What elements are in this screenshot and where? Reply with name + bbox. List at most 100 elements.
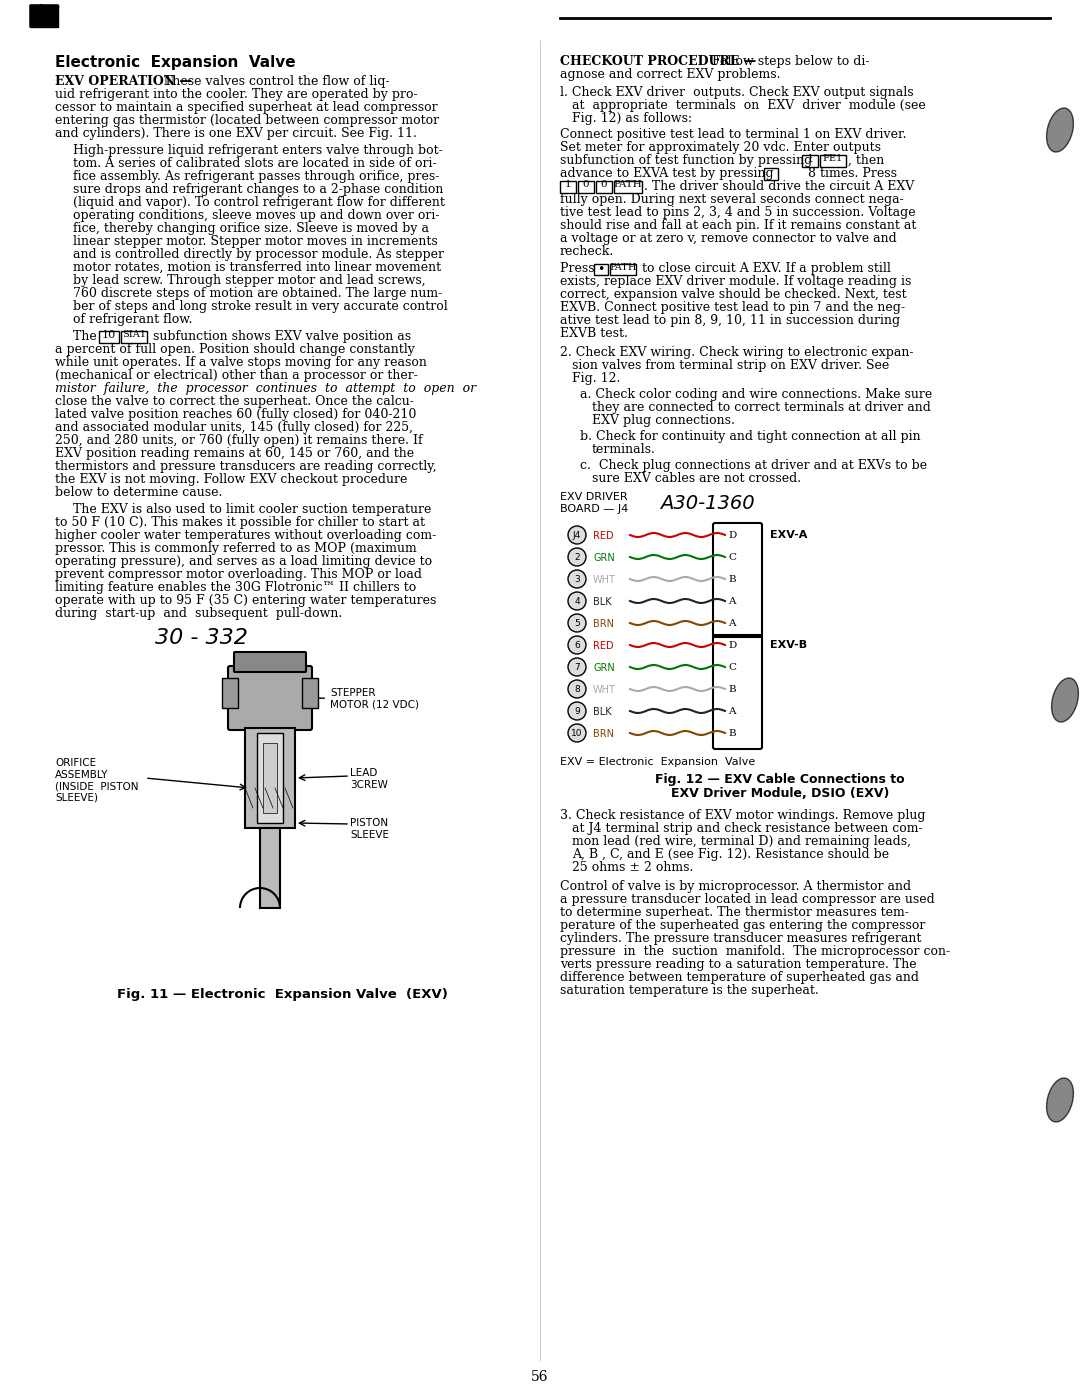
Text: 0: 0 [600,180,607,189]
Text: entering gas thermistor (located between compressor motor: entering gas thermistor (located between… [55,114,440,127]
Circle shape [568,614,586,632]
Text: 8 times. Press: 8 times. Press [808,167,897,180]
Text: at J4 terminal strip and check resistance between com-: at J4 terminal strip and check resistanc… [572,822,922,834]
Text: C: C [728,553,735,561]
Text: C: C [728,663,735,671]
Text: BRN: BRN [593,618,615,630]
Text: D: D [728,531,737,540]
Text: lated valve position reaches 60 (fully closed) for 040-210: lated valve position reaches 60 (fully c… [55,408,417,421]
Text: close the valve to correct the superheat. Once the calcu-: close the valve to correct the superheat… [55,396,414,408]
Bar [264,742,276,814]
Text: ORIFICE
ASSEMBLY
(INSIDE  PISTON
SLEEVE): ORIFICE ASSEMBLY (INSIDE PISTON SLEEVE) [55,758,138,802]
Text: 2: 2 [575,553,580,561]
Ellipse shape [1052,678,1079,722]
Bar [561,181,576,194]
Text: fully open. During next several seconds connect nega-: fully open. During next several seconds … [561,194,904,206]
Text: should rise and fall at each pin. If it remains constant at: should rise and fall at each pin. If it … [561,219,916,233]
Text: EXV = Electronic  Expansion  Valve: EXV = Electronic Expansion Valve [561,756,755,768]
Text: they are connected to correct terminals at driver and: they are connected to correct terminals … [592,401,931,414]
Text: PATH: PATH [613,180,643,189]
Text: prevent compressor motor overloading. This MOP or load: prevent compressor motor overloading. Th… [55,568,422,581]
Text: BLK: BLK [593,598,611,607]
Text: terminals.: terminals. [592,443,656,456]
Text: sure EXV cables are not crossed.: sure EXV cables are not crossed. [592,472,801,485]
Text: GRN: GRN [593,663,615,673]
Text: EXV-B: EXV-B [770,639,807,651]
Text: The: The [73,330,100,343]
Text: a voltage or at zero v, remove connector to valve and: a voltage or at zero v, remove connector… [561,233,896,245]
Circle shape [568,547,586,566]
Text: 25 ohms ± 2 ohms.: 25 ohms ± 2 ohms. [572,861,693,873]
Text: operate with up to 95 F (35 C) entering water temperatures: operate with up to 95 F (35 C) entering … [55,593,436,607]
Bar [802,155,818,167]
Text: Follow steps below to di-: Follow steps below to di- [708,54,869,68]
Bar [594,265,608,274]
Text: 7: 7 [575,663,580,671]
Text: cessor to maintain a specified superheat at lead compressor: cessor to maintain a specified superheat… [55,102,437,114]
Bar [245,729,295,827]
Text: The EXV is also used to limit cooler suction temperature: The EXV is also used to limit cooler suc… [73,503,431,515]
Text: subfunction of test function by pressing: subfunction of test function by pressing [561,155,816,167]
Text: ative test lead to pin 8, 9, 10, 11 in succession during: ative test lead to pin 8, 9, 10, 11 in s… [561,313,900,327]
Circle shape [568,702,586,720]
Text: 8: 8 [575,684,580,694]
Text: EXVB test.: EXVB test. [561,327,627,340]
Bar [30,6,58,8]
Text: to determine superheat. The thermistor measures tem-: to determine superheat. The thermistor m… [561,905,909,919]
Bar [30,6,58,26]
Circle shape [568,527,586,545]
Text: Electronic  Expansion  Valve: Electronic Expansion Valve [55,54,296,70]
Text: a. Check color coding and wire connections. Make sure: a. Check color coding and wire connectio… [580,389,932,401]
Text: higher cooler water temperatures without overloading com-: higher cooler water temperatures without… [55,529,436,542]
Text: difference between temperature of superheated gas and: difference between temperature of superh… [561,971,919,983]
Text: These valves control the flow of liq-: These valves control the flow of liq- [160,75,390,88]
Text: Fig. 12 — EXV Cable Connections to: Fig. 12 — EXV Cable Connections to [656,773,905,786]
Circle shape [568,592,586,610]
Bar [596,181,612,194]
Text: mon lead (red wire, terminal D) and remaining leads,: mon lead (red wire, terminal D) and rema… [572,834,912,848]
Text: B: B [728,685,735,694]
Text: sion valves from terminal strip on EXV driver. See: sion valves from terminal strip on EXV d… [572,359,889,372]
Text: perature of the superheated gas entering the compressor: perature of the superheated gas entering… [561,919,926,932]
Text: 56: 56 [531,1369,549,1385]
Text: ber of steps and long stroke result in very accurate control: ber of steps and long stroke result in v… [73,299,448,313]
Text: 10: 10 [571,729,583,737]
Text: PISTON
SLEEVE: PISTON SLEEVE [350,818,389,840]
Bar [222,678,238,708]
Text: 1: 1 [807,155,813,164]
Text: 3: 3 [575,574,580,584]
Text: WHT: WHT [593,685,616,695]
Text: Connect positive test lead to terminal 1 on EXV driver.: Connect positive test lead to terminal 1… [561,128,906,141]
Text: D: D [728,641,737,651]
Text: tom. A series of calibrated slots are located in side of ori-: tom. A series of calibrated slots are lo… [73,157,436,170]
Circle shape [568,680,586,698]
Bar [257,733,283,823]
Bar [610,265,636,274]
Text: Control of valve is by microprocessor. A thermistor and: Control of valve is by microprocessor. A… [561,880,912,893]
Text: EXV OPERATION —: EXV OPERATION — [55,75,192,88]
Text: PATH: PATH [609,263,637,272]
Text: A: A [728,618,735,628]
Text: EXV position reading remains at 60, 145 or 760, and the: EXV position reading remains at 60, 145 … [55,447,414,460]
Text: a pressure transducer located in lead compressor are used: a pressure transducer located in lead co… [561,893,935,905]
Text: and is controlled directly by processor module. As stepper: and is controlled directly by processor … [73,248,444,260]
Text: 760 discrete steps of motion are obtained. The large num-: 760 discrete steps of motion are obtaine… [73,287,442,299]
Text: FE1: FE1 [823,155,843,163]
Text: verts pressure reading to a saturation temperature. The: verts pressure reading to a saturation t… [561,958,917,971]
Text: below to determine cause.: below to determine cause. [55,486,222,499]
Text: 250, and 280 units, or 760 (fully open) it remains there. If: 250, and 280 units, or 760 (fully open) … [55,435,422,447]
Text: RED: RED [593,531,613,540]
Text: to close circuit A EXV. If a problem still: to close circuit A EXV. If a problem sti… [638,262,891,274]
Text: and associated modular units, 145 (fully closed) for 225,: and associated modular units, 145 (fully… [55,421,413,435]
Text: operating pressure), and serves as a load limiting device to: operating pressure), and serves as a loa… [55,554,432,568]
FancyBboxPatch shape [228,666,312,730]
Text: (liquid and vapor). To control refrigerant flow for different: (liquid and vapor). To control refrigera… [73,196,445,209]
Text: fice assembly. As refrigerant passes through orifice, pres-: fice assembly. As refrigerant passes thr… [73,170,440,182]
Text: recheck.: recheck. [561,245,615,258]
Text: during  start-up  and  subsequent  pull-down.: during start-up and subsequent pull-down… [55,607,342,620]
Bar [260,827,280,908]
Bar [764,169,778,180]
Bar [578,181,594,194]
Text: uid refrigerant into the cooler. They are operated by pro-: uid refrigerant into the cooler. They ar… [55,88,418,102]
Text: exists, replace EXV driver module. If voltage reading is: exists, replace EXV driver module. If vo… [561,274,912,288]
